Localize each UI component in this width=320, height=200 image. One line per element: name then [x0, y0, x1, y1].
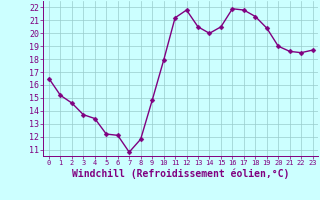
X-axis label: Windchill (Refroidissement éolien,°C): Windchill (Refroidissement éolien,°C) — [72, 169, 290, 179]
